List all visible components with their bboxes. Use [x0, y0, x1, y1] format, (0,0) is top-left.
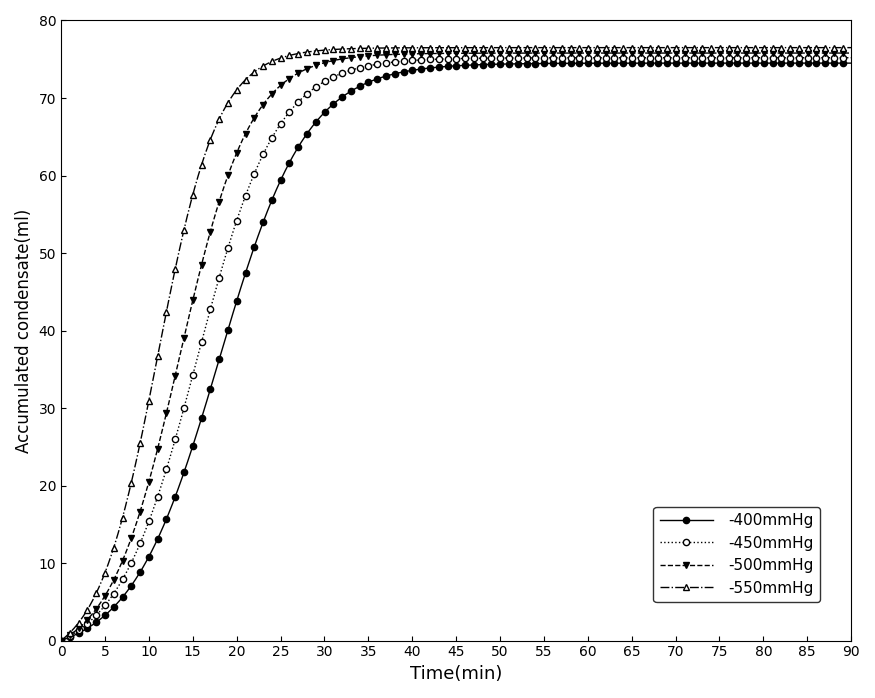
-450mmHg [378, 59, 388, 68]
-500mmHg [101, 589, 111, 597]
-550mmHg [378, 44, 388, 52]
-400mmHg [101, 610, 111, 618]
Line: -450mmHg: -450mmHg [58, 54, 854, 644]
-550mmHg [846, 43, 857, 52]
-450mmHg [101, 600, 111, 608]
-550mmHg [225, 96, 235, 104]
-450mmHg [846, 54, 857, 62]
Line: -500mmHg: -500mmHg [58, 50, 854, 644]
-500mmHg [595, 49, 605, 57]
-450mmHg [352, 64, 362, 73]
-400mmHg [382, 71, 393, 80]
-450mmHg [595, 54, 605, 62]
-550mmHg [101, 565, 111, 574]
Legend: -400mmHg, -450mmHg, -500mmHg, -550mmHg: -400mmHg, -450mmHg, -500mmHg, -550mmHg [654, 507, 820, 602]
-500mmHg [846, 49, 857, 57]
-500mmHg [56, 637, 66, 645]
-450mmHg [56, 637, 66, 645]
-400mmHg [595, 59, 605, 68]
-400mmHg [225, 320, 235, 328]
-400mmHg [378, 73, 388, 81]
-400mmHg [56, 637, 66, 645]
-550mmHg [382, 44, 393, 52]
Line: -550mmHg: -550mmHg [58, 45, 854, 644]
-500mmHg [382, 50, 393, 59]
-550mmHg [56, 637, 66, 645]
-550mmHg [595, 43, 605, 52]
-500mmHg [378, 51, 388, 59]
-400mmHg [352, 84, 362, 92]
X-axis label: Time(min): Time(min) [410, 665, 502, 683]
-450mmHg [382, 59, 393, 67]
-450mmHg [225, 238, 235, 246]
-500mmHg [352, 53, 362, 61]
-550mmHg [352, 44, 362, 52]
Line: -400mmHg: -400mmHg [58, 60, 854, 644]
-500mmHg [225, 166, 235, 174]
-400mmHg [846, 59, 857, 67]
Y-axis label: Accumulated condensate(ml): Accumulated condensate(ml) [15, 209, 33, 453]
